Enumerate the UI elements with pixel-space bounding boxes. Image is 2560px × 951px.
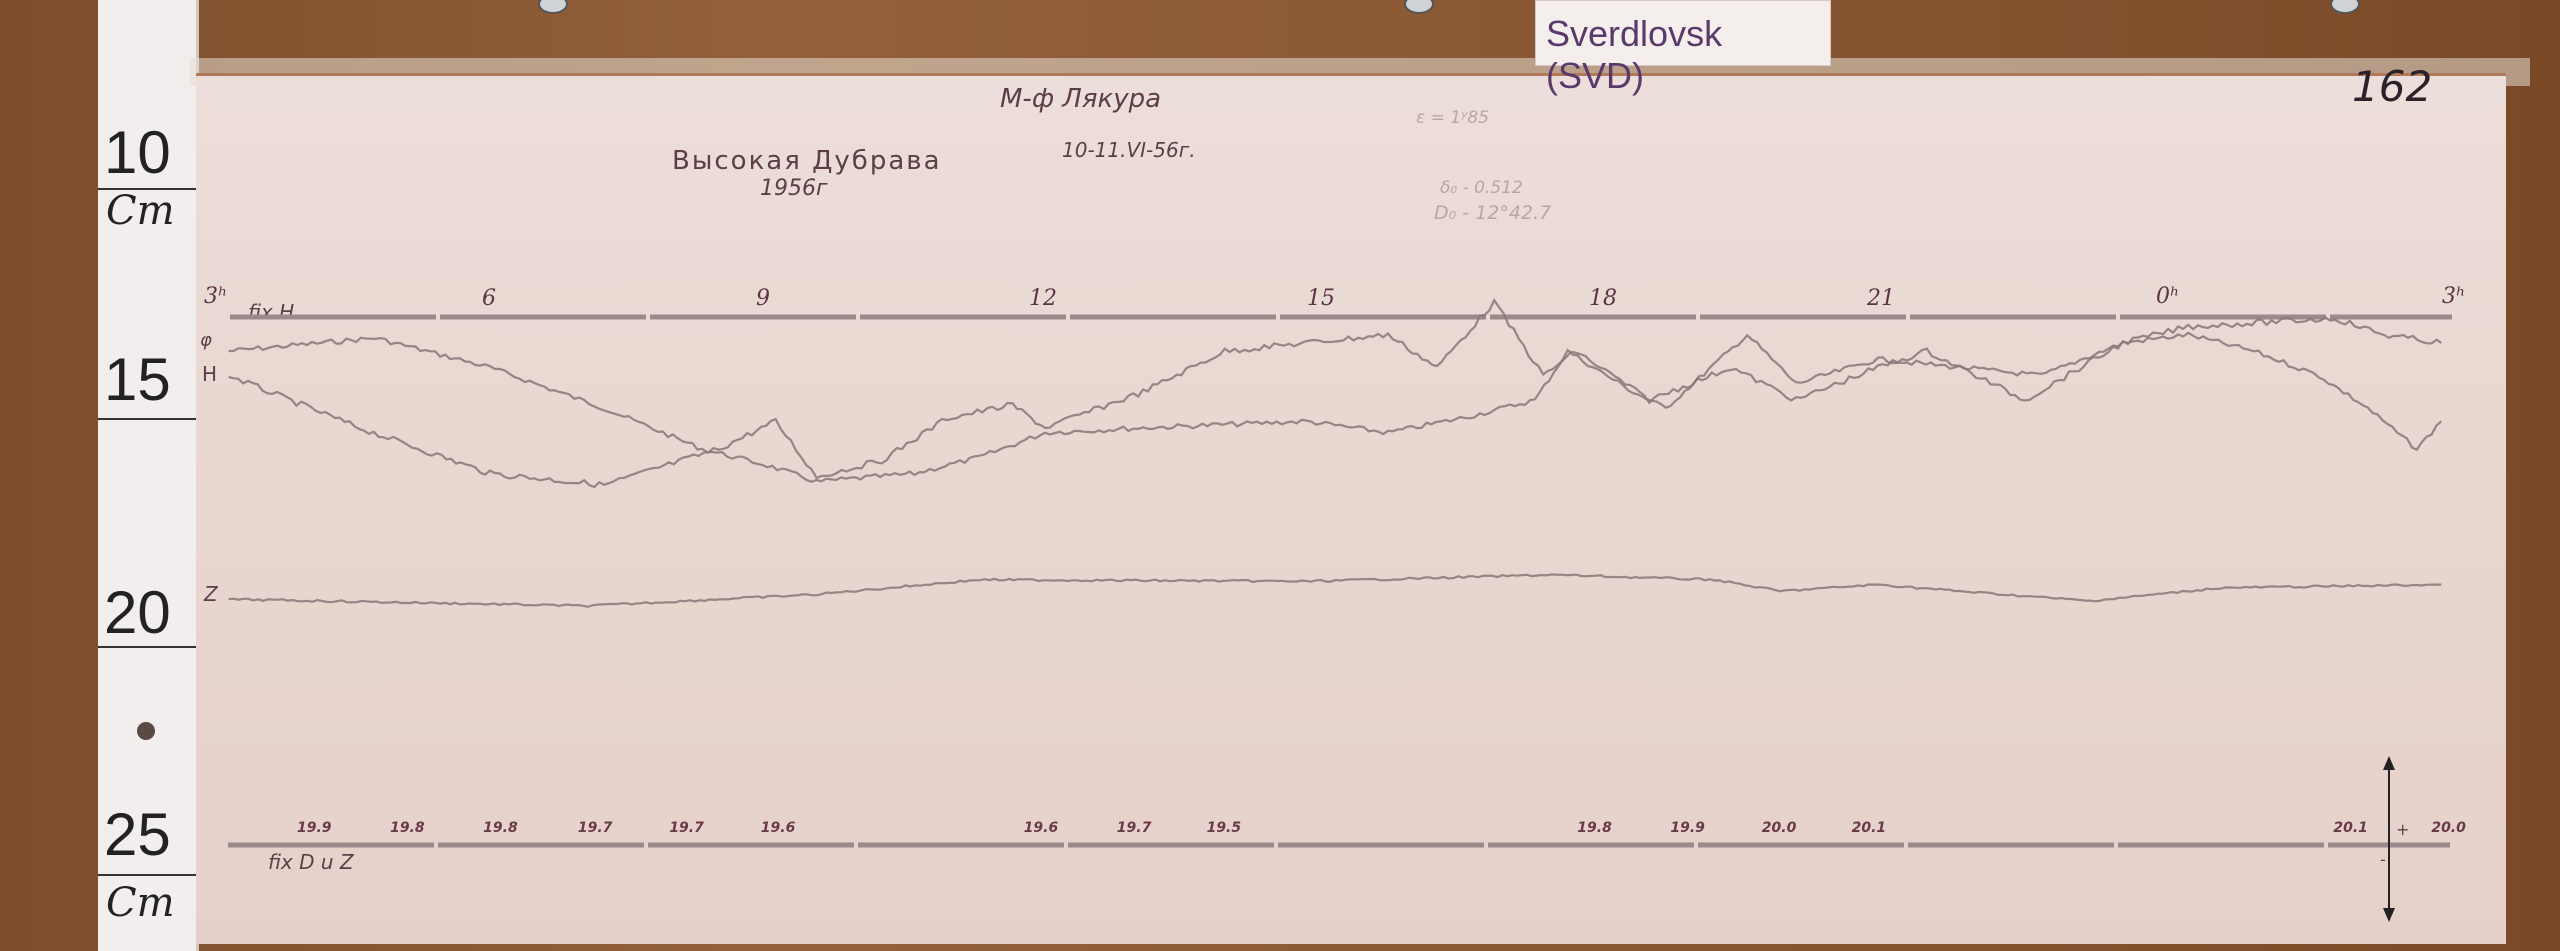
trace-label-phi: φ bbox=[200, 330, 212, 351]
arrow-plus: + bbox=[2396, 820, 2410, 839]
hour-label: 9 bbox=[756, 286, 770, 311]
ruler-mark: 10 bbox=[104, 119, 171, 186]
constant: δ₀ - 0.512 bbox=[1440, 178, 1523, 198]
baseline-value: 19.7 bbox=[1116, 820, 1152, 836]
screw bbox=[2330, 0, 2360, 14]
baseline-value: 19.5 bbox=[1206, 820, 1242, 836]
ruler-tick bbox=[98, 418, 196, 420]
baseline-value: 20.1 bbox=[1851, 820, 1887, 836]
trace-label-z: Z bbox=[204, 582, 218, 606]
hour-label: 18 bbox=[1589, 286, 1617, 311]
baseline-value: 19.8 bbox=[483, 820, 518, 836]
fix-dz-label: fix D u Z bbox=[268, 850, 354, 874]
baseline-value: 19.6 bbox=[1023, 820, 1059, 836]
hour-label: 3ʰ bbox=[2442, 284, 2466, 309]
d-trace bbox=[228, 331, 2443, 483]
baseline-value: 19.6 bbox=[760, 820, 796, 836]
hour-label: 21 bbox=[1867, 286, 1895, 311]
z-trace bbox=[228, 573, 2442, 608]
hour-label: 6 bbox=[482, 286, 496, 311]
trace-label-h: H bbox=[202, 362, 218, 386]
magnetogram-sheet bbox=[196, 76, 2506, 944]
constant: D₀ - 12°42.7 bbox=[1434, 202, 1552, 224]
baseline-value: 19.7 bbox=[669, 820, 704, 836]
baseline-value: 20.0 bbox=[1761, 820, 1797, 836]
baseline-value: 19.9 bbox=[297, 820, 332, 836]
ruler-tick bbox=[98, 646, 196, 648]
constant: ε = 1ʸ85 bbox=[1416, 108, 1490, 128]
baseline-value: 19.7 bbox=[577, 820, 613, 836]
ruler-mark: 20 bbox=[104, 579, 171, 646]
ruler-hole bbox=[137, 722, 155, 740]
ruler-unit: Cm bbox=[106, 880, 175, 926]
fix-h-label: fix H bbox=[248, 300, 295, 324]
hour-label: 12 bbox=[1029, 286, 1057, 311]
sheet-number: 162 bbox=[2352, 62, 2433, 111]
baseline-value: 19.8 bbox=[1577, 820, 1612, 836]
ruler-mark: 25 bbox=[104, 801, 171, 868]
station-label: Sverdlovsk (SVD) bbox=[1535, 0, 1831, 96]
observatory-name: Высокая Дубрава bbox=[672, 146, 942, 176]
baseline-value: 20.0 bbox=[2431, 820, 2466, 836]
magnetometer: М-ф Лякура bbox=[1000, 84, 1162, 114]
baseline-value: 19.8 bbox=[390, 820, 425, 836]
year: 1956г bbox=[760, 176, 828, 201]
h-trace bbox=[228, 298, 2442, 489]
hour-label: 0ʰ bbox=[2156, 284, 2180, 309]
screw bbox=[538, 0, 568, 14]
arrow-minus: - bbox=[2380, 850, 2386, 869]
hour-label: 15 bbox=[1307, 286, 1335, 311]
station-label-text: Sverdlovsk (SVD) bbox=[1546, 13, 1723, 96]
ruler-unit: Cm bbox=[106, 188, 175, 234]
record-date: 10-11.VI-56г. bbox=[1062, 138, 1196, 162]
ruler-mark: 15 bbox=[104, 346, 171, 413]
ruler-tick bbox=[98, 874, 196, 876]
screw bbox=[1404, 0, 1434, 14]
ruler-tick bbox=[98, 188, 196, 190]
baseline-value: 19.9 bbox=[1670, 820, 1705, 836]
baseline-value: 20.1 bbox=[2333, 820, 2368, 836]
hour-label: 3ʰ bbox=[204, 284, 228, 309]
